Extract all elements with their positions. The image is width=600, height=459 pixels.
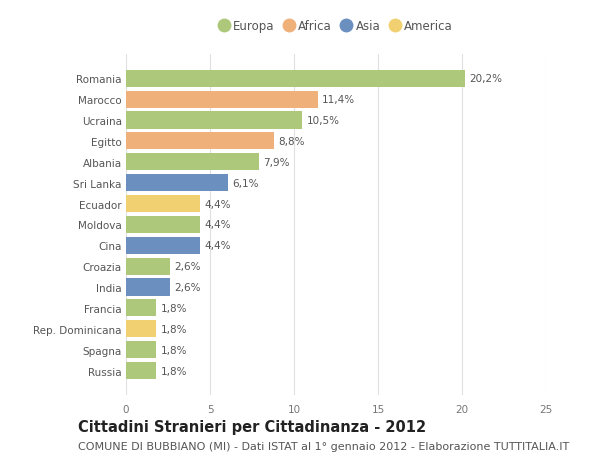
Bar (126, 154, 259, 171)
Text: 8,8%: 8,8% (278, 137, 305, 146)
Text: 1,8%: 1,8% (160, 366, 187, 376)
Bar (126, 279, 170, 296)
Text: 7,9%: 7,9% (263, 157, 289, 168)
Text: 4,4%: 4,4% (204, 220, 230, 230)
Text: 4,4%: 4,4% (204, 199, 230, 209)
Bar (126, 196, 200, 213)
Text: 4,4%: 4,4% (204, 241, 230, 251)
Legend: Europa, Africa, Asia, America: Europa, Africa, Asia, America (219, 20, 453, 33)
Text: 11,4%: 11,4% (322, 95, 355, 105)
Text: 2,6%: 2,6% (174, 282, 200, 292)
Text: 1,8%: 1,8% (160, 345, 187, 355)
Bar (126, 71, 466, 88)
Text: 10,5%: 10,5% (307, 116, 340, 126)
Bar (126, 258, 170, 275)
Bar (126, 300, 156, 317)
Text: 6,1%: 6,1% (233, 178, 259, 188)
Text: 1,8%: 1,8% (160, 303, 187, 313)
Bar (126, 133, 274, 150)
Bar (126, 216, 200, 234)
Bar (126, 91, 317, 108)
Text: 20,2%: 20,2% (470, 74, 503, 84)
Bar (126, 341, 156, 358)
Bar (126, 112, 302, 129)
Text: 1,8%: 1,8% (160, 324, 187, 334)
Bar (126, 237, 200, 254)
Text: Cittadini Stranieri per Cittadinanza - 2012: Cittadini Stranieri per Cittadinanza - 2… (78, 419, 426, 434)
Text: 2,6%: 2,6% (174, 262, 200, 272)
Bar (126, 175, 229, 192)
Bar (126, 320, 156, 338)
Bar (126, 362, 156, 379)
Text: COMUNE DI BUBBIANO (MI) - Dati ISTAT al 1° gennaio 2012 - Elaborazione TUTTITALI: COMUNE DI BUBBIANO (MI) - Dati ISTAT al … (78, 441, 569, 451)
